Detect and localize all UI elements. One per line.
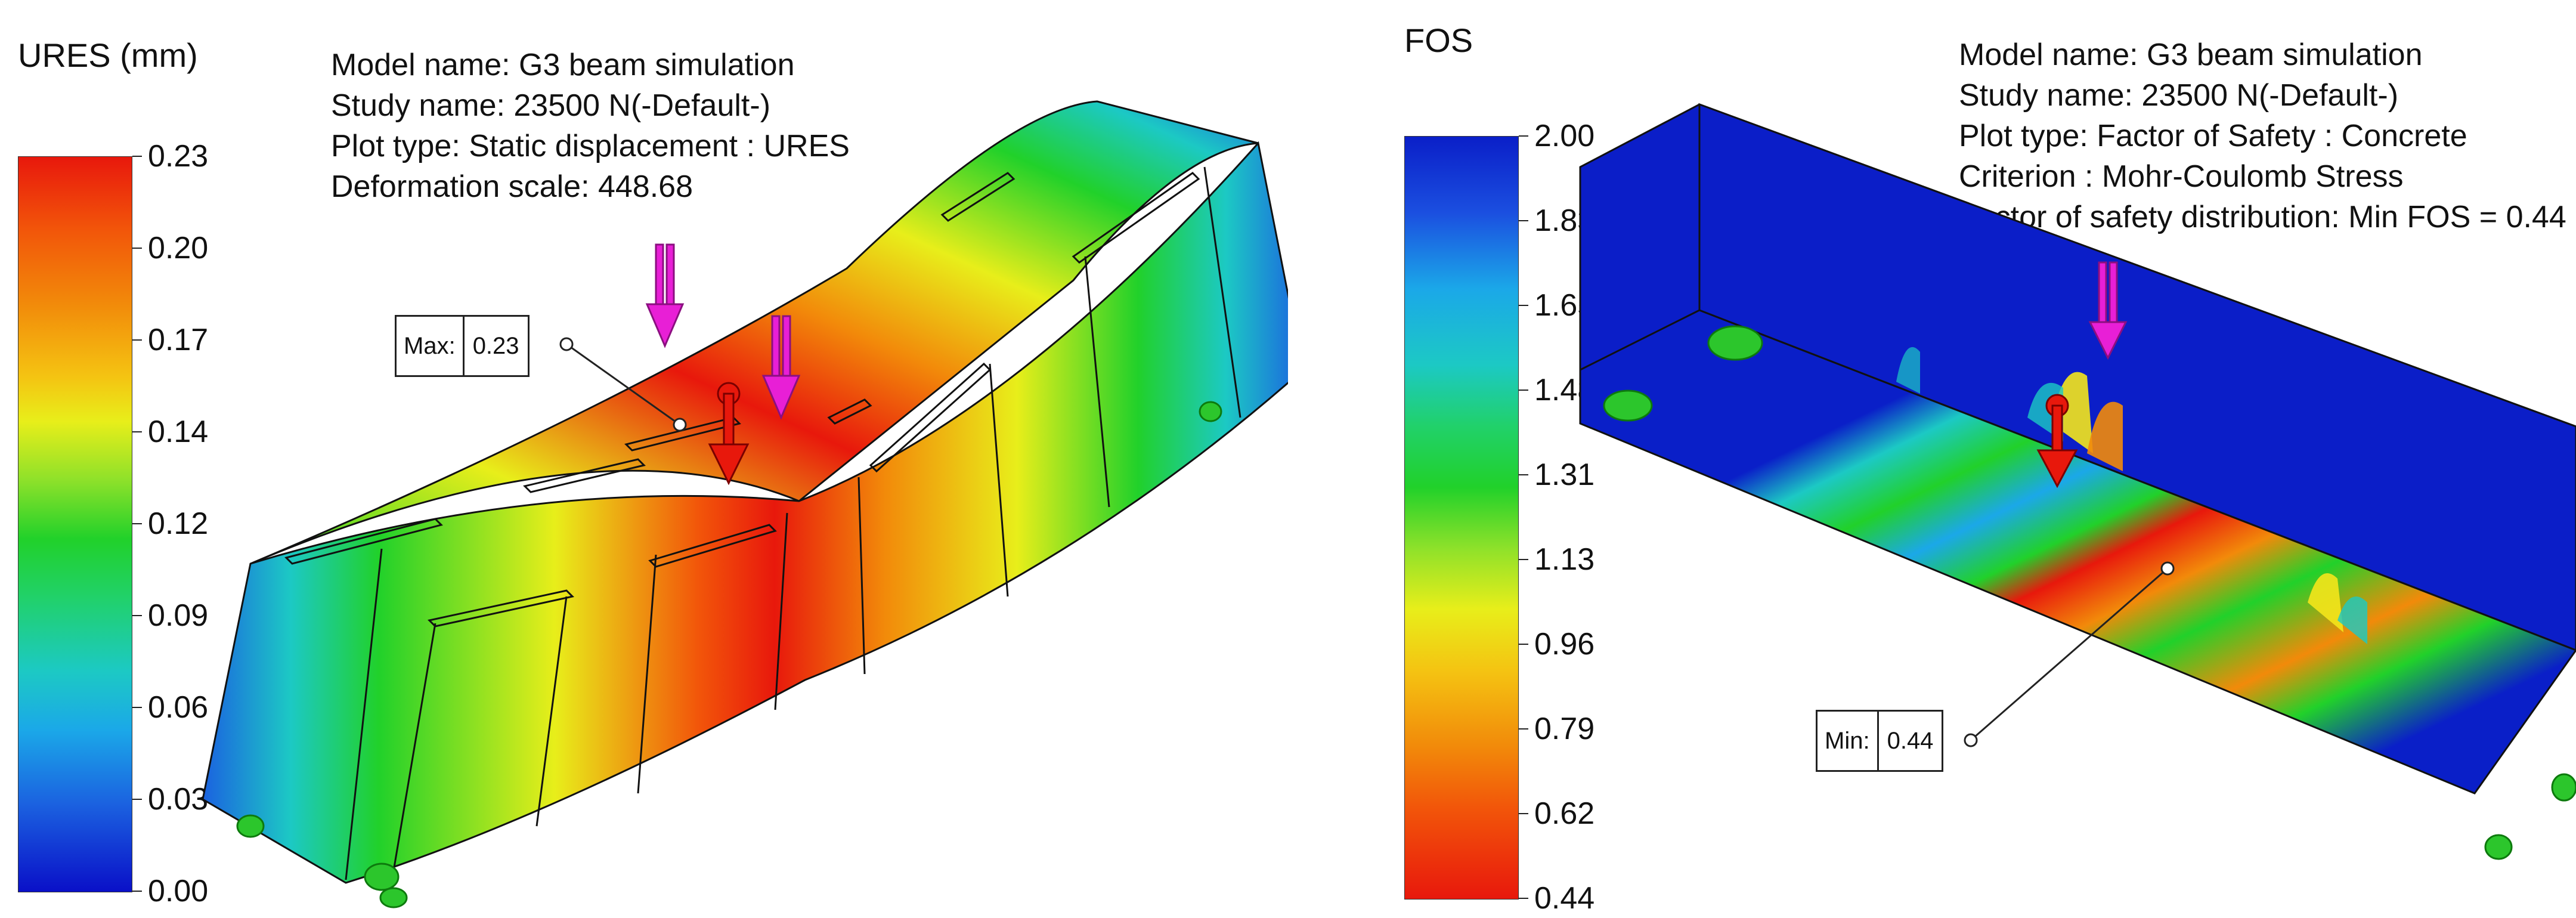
probe-key: Max: (397, 317, 465, 375)
legend-tick-mark (132, 799, 142, 800)
model-name-text: Model name: G3 beam simulation (331, 48, 795, 82)
legend-tick-mark (132, 615, 142, 616)
displacement-plot-panel: URES (mm) 0.23 0.20 0.17 0.14 0.12 0.09 0.06 0.… (18, 36, 1288, 908)
legend-title: FOS (1404, 21, 1473, 59)
legend-tick-label: 0.09 (148, 598, 209, 633)
probe-value: 0.23 (472, 332, 519, 359)
legend-title: URES (mm) (18, 36, 198, 74)
green-fixture-icon (236, 401, 1222, 908)
criterion-text: Criterion : Mohr-Coulomb Stress (1959, 159, 2404, 194)
probe-leader-line (566, 343, 680, 426)
legend-tick-mark (132, 891, 142, 892)
legend-tick-label: 0.23 (148, 139, 209, 174)
legend-tick-mark (132, 339, 142, 341)
legend-tick-label: 0.17 (148, 323, 209, 357)
plot-type-text: Plot type: Static displacement : URES (331, 129, 850, 163)
min-fos-text: Factor of safety distribution: Min FOS =… (1959, 200, 2566, 234)
probe-leader-line (1970, 567, 2168, 741)
probe-value: 0.44 (1887, 727, 1934, 754)
legend-tick-mark (132, 523, 142, 524)
legend-tick-label: 0.06 (148, 690, 209, 725)
legend-tick-label: 0.03 (148, 782, 209, 817)
legend-tick-label: 0.79 (1534, 712, 1595, 746)
legend-tick-mark (132, 248, 142, 249)
magenta-force-arrow-icon (2088, 261, 2128, 360)
probe-key: Min: (1818, 712, 1879, 770)
magenta-force-arrow-icon (645, 243, 801, 420)
legend-tick-label: 1.31 (1534, 458, 1595, 492)
legend-tick-mark (132, 156, 142, 157)
min-probe-label: Min: 0.44 (1816, 710, 1944, 772)
plot-info: Model name: G3 beam simulation Study nam… (1959, 35, 2566, 237)
legend-tick-mark (132, 707, 142, 708)
study-name-text: Study name: 23500 N(-Default-) (331, 88, 771, 123)
deformation-scale-text: Deformation scale: 448.68 (331, 169, 693, 204)
legend-tick-mark (1519, 728, 1528, 730)
plot-type-text: Plot type: Factor of Safety : Concrete (1959, 119, 2467, 153)
legend-tick-mark (1519, 813, 1528, 814)
beam-bottom-face (1579, 309, 2576, 795)
legend-tick-label: 0.44 (1534, 881, 1595, 916)
green-fixture-icon (1603, 325, 2576, 860)
fos-beam-view (1579, 103, 2576, 860)
legend-tick-mark (1519, 305, 1528, 306)
beam-front-face (1698, 103, 2576, 651)
legend-tick-label: 0.62 (1534, 796, 1595, 831)
legend-tick-label: 0.14 (148, 415, 209, 449)
legend-tick-mark (1519, 644, 1528, 645)
max-probe-label: Max: 0.23 (395, 315, 530, 377)
red-force-arrow-icon (708, 382, 750, 486)
legend-tick-label: 0.96 (1534, 627, 1595, 662)
fos-plot-panel: FOS 2.00 1.83 1.65 1.48 1.31 1.13 0.96 0.79 0.62… (1288, 0, 2576, 918)
legend-tick-mark (1519, 220, 1528, 221)
legend-tick-mark (1519, 474, 1528, 475)
legend-tick-label: 2.00 (1534, 119, 1595, 153)
legend-tick-label: 0.20 (148, 231, 209, 265)
legend-tick-label: 1.13 (1534, 542, 1595, 577)
legend-tick-mark (1519, 390, 1528, 391)
model-name-text: Model name: G3 beam simulation (1959, 38, 2423, 72)
legend-tick-mark (132, 431, 142, 432)
study-name-text: Study name: 23500 N(-Default-) (1959, 78, 2399, 113)
legend-tick-mark (1519, 135, 1528, 137)
legend-tick-label: 0.00 (148, 874, 209, 908)
legend-tick-mark (1519, 898, 1528, 899)
legend-tick-label: 0.12 (148, 506, 209, 541)
plot-info: Model name: G3 beam simulation Study nam… (331, 45, 850, 207)
legend-tick-mark (1519, 559, 1528, 560)
beam-top-face (250, 100, 1259, 565)
color-legend-bar (1404, 136, 1519, 900)
deformed-beam-view (202, 100, 1288, 908)
color-legend-bar (18, 156, 132, 892)
red-force-arrow-icon (2036, 394, 2078, 489)
beam-front-face (202, 141, 1288, 884)
